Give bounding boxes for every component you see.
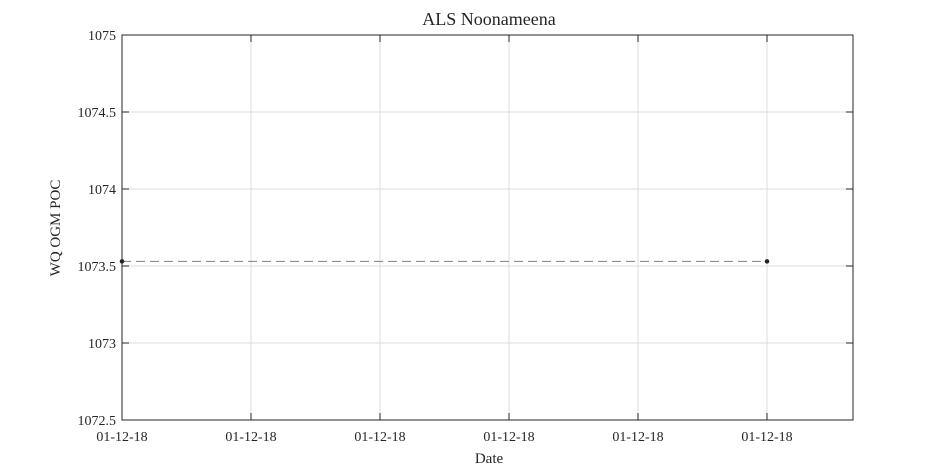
plot-area: [122, 35, 853, 420]
y-tick-label: 1073.5: [78, 260, 117, 275]
y-tick-label: 1073: [88, 337, 116, 352]
data-point: [764, 259, 770, 264]
x-tick-labels: 01-12-18 01-12-18 01-12-18 01-12-18 01-12-18…: [96, 430, 792, 445]
plot-frame: [121, 34, 854, 421]
x-axis-label: Date: [475, 451, 504, 467]
x-tick-label: 01-12-18: [225, 430, 276, 445]
x-tick-label: 01-12-18: [741, 430, 792, 445]
tick-marks: [121, 34, 853, 421]
y-tick-labels: 1072.5 1073 1073.5 1074 1074.5 1075: [78, 29, 117, 429]
chart-title: ALS Noonameena: [422, 9, 555, 29]
y-tick-label: 1072.5: [78, 414, 117, 429]
grid: [122, 35, 853, 420]
y-axis-label: WQ OGM POC: [48, 180, 64, 277]
x-tick-label: 01-12-18: [612, 430, 663, 445]
y-tick-label: 1074: [88, 183, 116, 198]
x-tick-label: 01-12-18: [483, 430, 534, 445]
x-tick-label: 01-12-18: [354, 430, 405, 445]
y-tick-label: 1074.5: [78, 106, 117, 121]
x-tick-label: 01-12-18: [96, 430, 147, 445]
y-tick-label: 1075: [88, 29, 116, 44]
